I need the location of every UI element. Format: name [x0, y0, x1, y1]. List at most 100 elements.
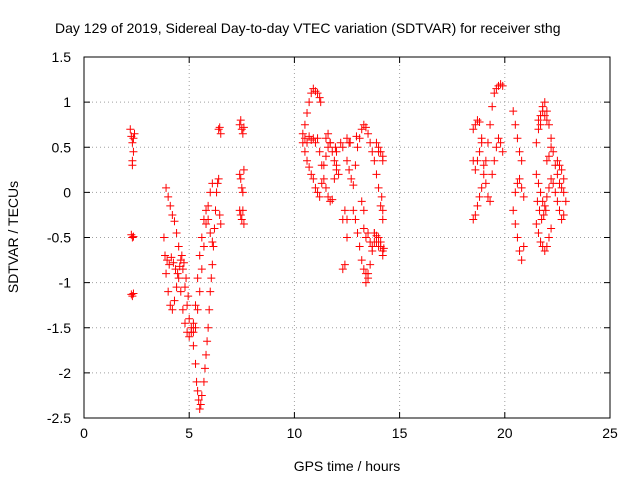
data-point	[324, 192, 333, 201]
data-point	[197, 265, 206, 274]
data-point	[374, 242, 383, 251]
data-point	[540, 98, 549, 107]
data-points	[126, 80, 570, 413]
data-point	[361, 233, 370, 242]
data-point	[532, 138, 541, 147]
data-point	[239, 123, 248, 132]
data-point	[317, 161, 326, 170]
data-point	[515, 247, 524, 256]
data-point	[359, 224, 368, 233]
data-point	[177, 251, 186, 260]
data-point	[208, 238, 217, 247]
data-point	[343, 134, 351, 143]
data-point	[559, 188, 568, 197]
data-point	[237, 125, 246, 134]
data-point	[347, 174, 356, 183]
data-point	[498, 81, 507, 90]
data-point	[338, 265, 347, 274]
data-point	[213, 179, 222, 188]
y-tick-label: -1.5	[47, 320, 71, 336]
data-point	[376, 201, 385, 210]
data-point	[303, 138, 312, 147]
data-point	[300, 147, 309, 156]
data-point	[238, 129, 247, 138]
data-point	[536, 188, 545, 197]
data-point	[378, 206, 387, 215]
y-tick-label: -0.5	[47, 230, 71, 246]
data-point	[519, 242, 528, 251]
data-point	[127, 290, 136, 299]
data-point	[236, 174, 245, 183]
data-point	[490, 89, 499, 98]
data-point	[237, 215, 246, 224]
data-point	[307, 136, 316, 145]
data-point	[551, 188, 560, 197]
data-point	[557, 215, 566, 224]
data-point	[165, 260, 174, 269]
data-point	[542, 116, 551, 125]
data-point	[197, 391, 206, 400]
data-point	[532, 170, 541, 179]
x-tick-label: 0	[80, 425, 88, 441]
data-point	[542, 156, 551, 165]
data-point	[378, 152, 387, 161]
data-point	[481, 179, 490, 188]
data-point	[479, 161, 488, 170]
data-point	[215, 210, 224, 219]
data-point	[357, 256, 366, 265]
data-point	[328, 195, 337, 204]
data-point	[180, 319, 189, 328]
data-point	[300, 120, 309, 129]
data-point	[238, 188, 247, 197]
data-point	[170, 217, 179, 226]
data-point	[469, 156, 478, 165]
data-point	[189, 319, 198, 328]
data-point	[175, 262, 184, 271]
data-point	[496, 138, 505, 147]
data-point	[379, 244, 388, 253]
data-point	[540, 111, 549, 120]
data-point	[129, 147, 138, 156]
data-point	[536, 120, 545, 129]
data-point	[345, 165, 354, 174]
data-point	[189, 341, 198, 350]
data-point	[376, 238, 385, 247]
data-point	[212, 188, 221, 197]
data-point	[164, 287, 173, 296]
data-point	[559, 210, 568, 219]
data-point	[129, 232, 138, 241]
data-point	[311, 87, 320, 96]
data-point	[210, 224, 219, 233]
data-point	[305, 98, 314, 107]
data-point	[555, 179, 564, 188]
data-point	[372, 170, 381, 179]
data-point	[311, 183, 320, 192]
data-point	[184, 292, 193, 301]
data-point	[174, 242, 183, 251]
data-point	[343, 215, 351, 224]
y-tick-label: -1	[59, 275, 72, 291]
data-point	[557, 183, 566, 192]
data-point	[321, 134, 330, 143]
data-point	[555, 161, 564, 170]
data-point	[336, 138, 345, 147]
data-point	[547, 134, 556, 143]
data-point	[372, 138, 381, 147]
data-point	[204, 201, 213, 210]
data-point	[193, 274, 202, 283]
data-point	[340, 260, 349, 269]
data-point	[515, 147, 524, 156]
data-point	[199, 242, 208, 251]
data-point	[471, 120, 480, 129]
data-point	[238, 206, 247, 215]
data-point	[488, 102, 497, 111]
data-point	[368, 247, 377, 256]
y-tick-label: 0.5	[52, 139, 72, 155]
data-point	[540, 247, 549, 256]
data-point	[475, 192, 484, 201]
data-point	[519, 192, 528, 201]
data-point	[473, 116, 482, 125]
x-tick-label: 10	[287, 425, 303, 441]
data-point	[315, 147, 324, 156]
